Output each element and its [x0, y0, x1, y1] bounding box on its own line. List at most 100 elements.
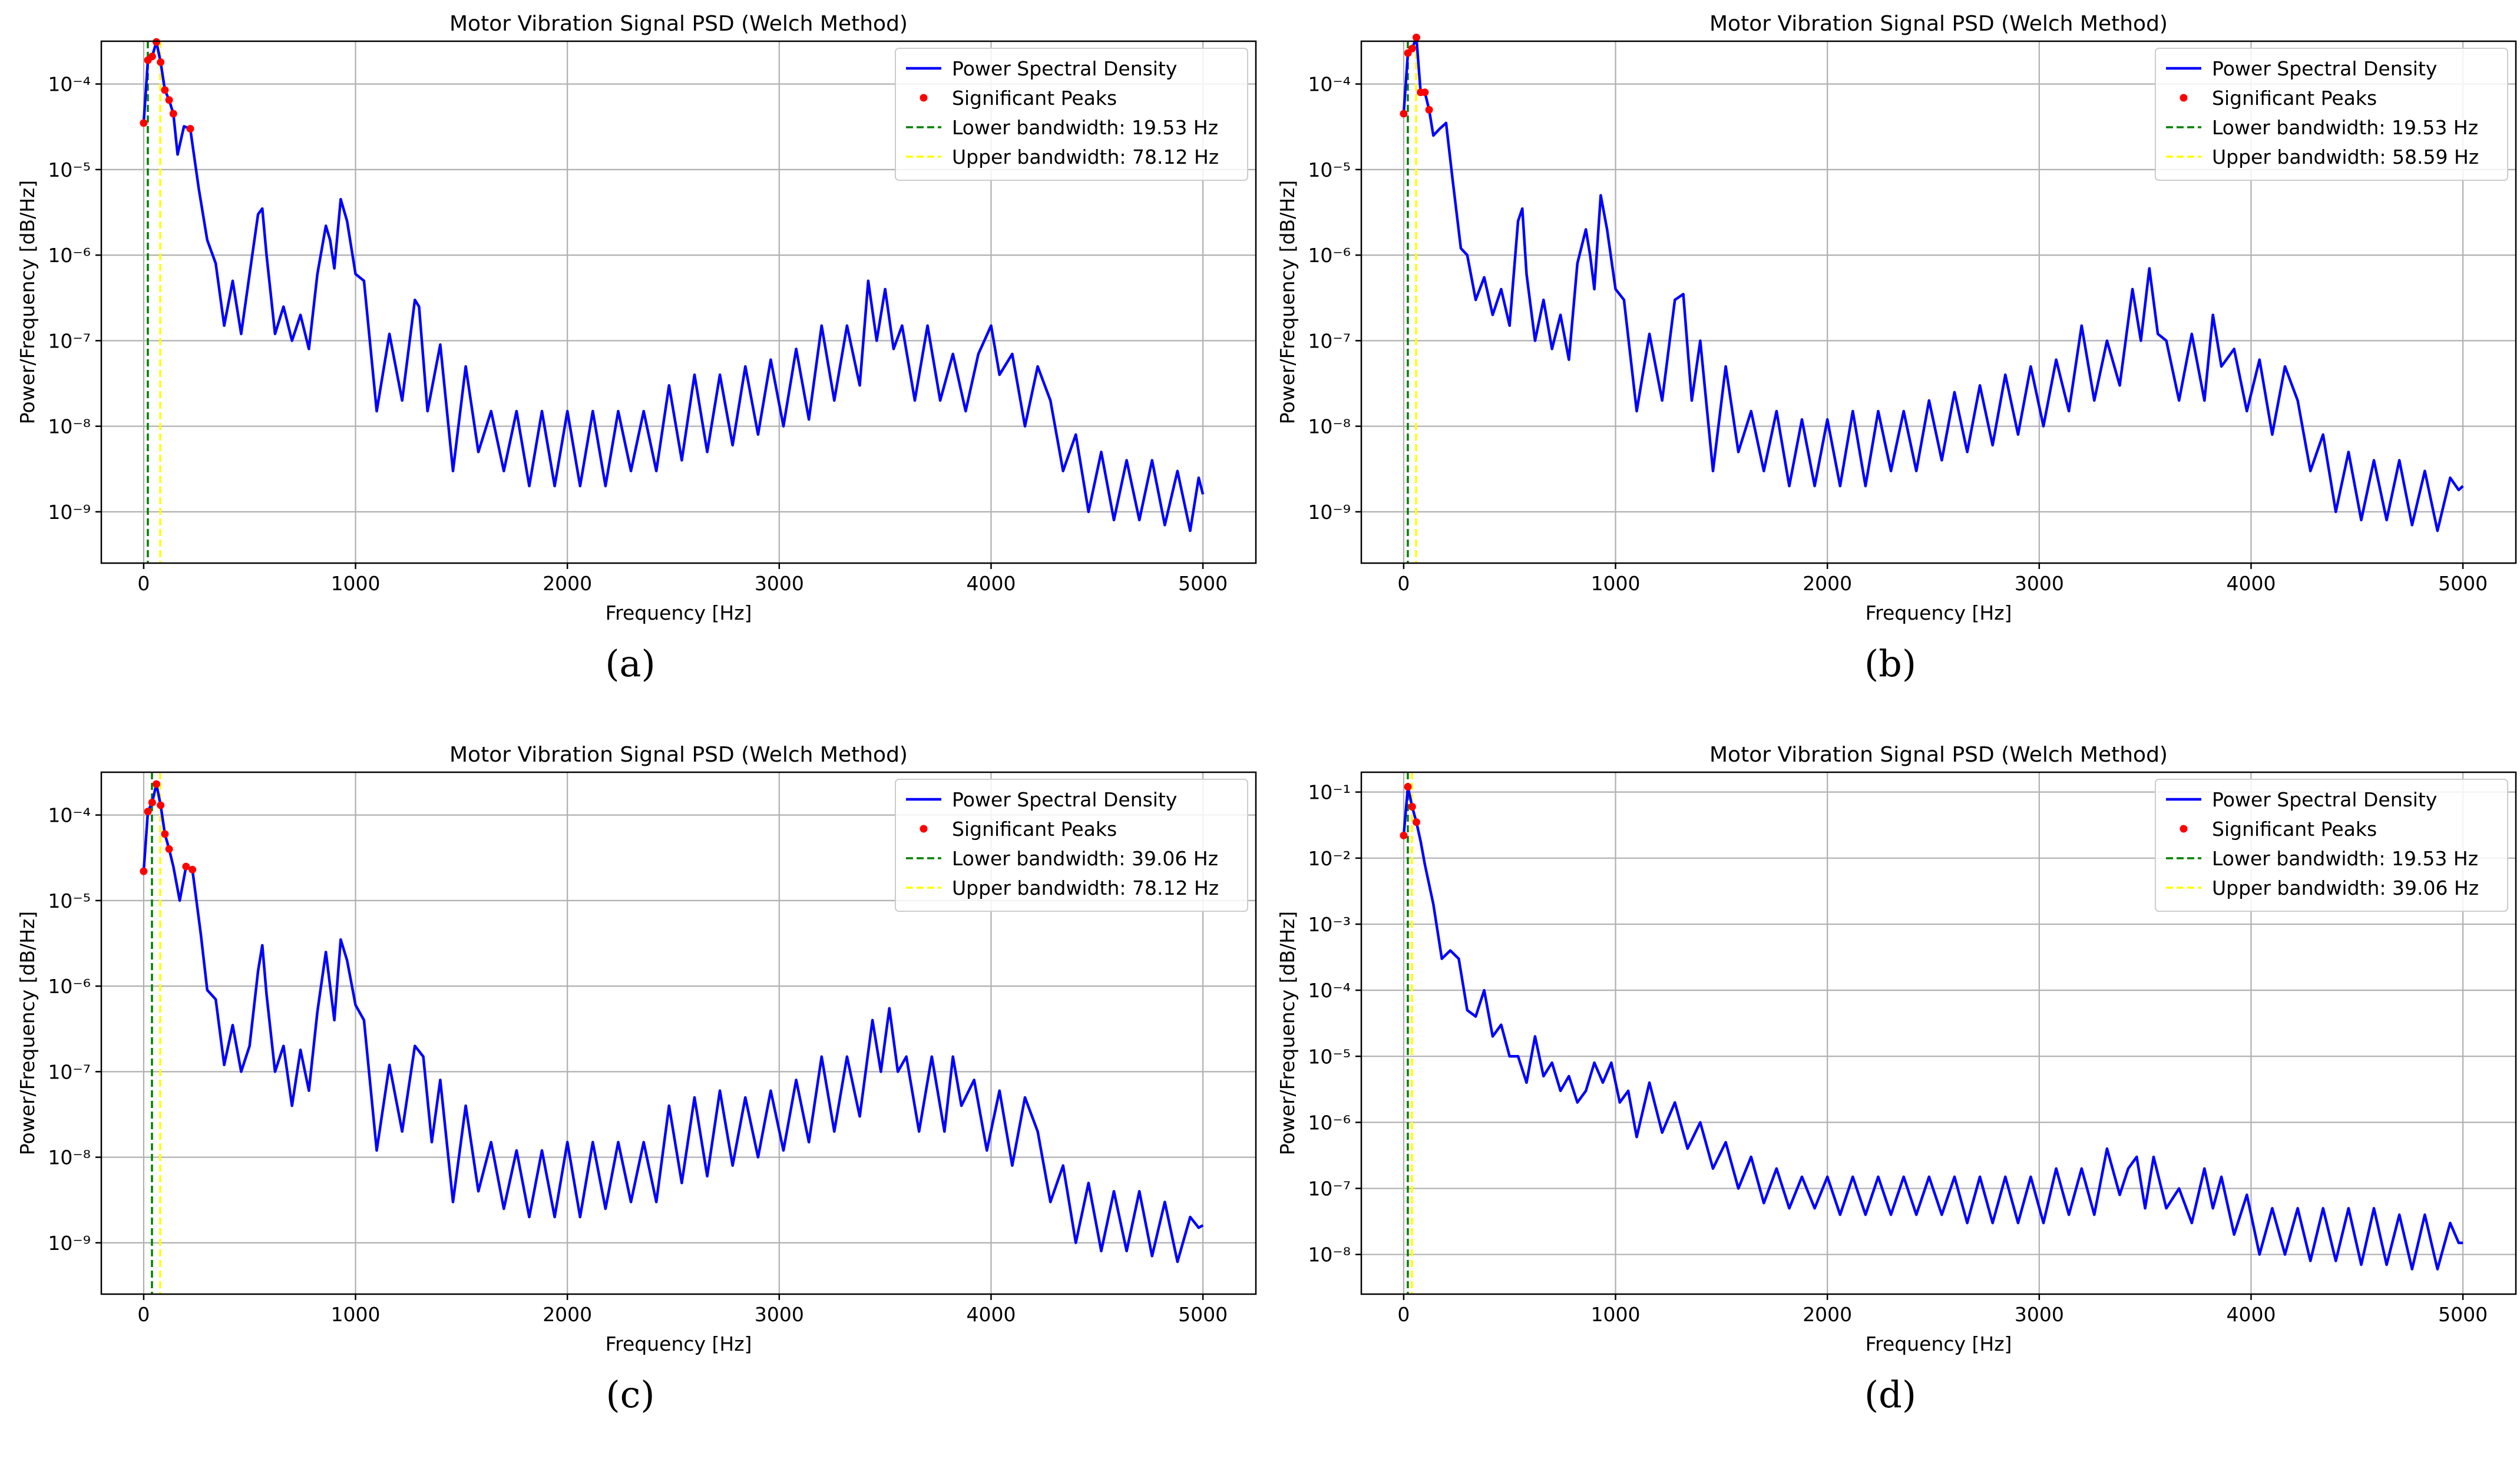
- chart-panel-d: 0 1000 2000 3000 4000 5000 10⁻¹ 10⁻² 10⁻³ 10⁻⁴ 10⁻…: [1260, 731, 2520, 1462]
- x-tick-label: 4000: [2226, 1303, 2276, 1326]
- significant-peak-point: [1425, 105, 1433, 114]
- significant-peak-point: [1421, 88, 1429, 97]
- x-tick-label: 5000: [2438, 1303, 2488, 1326]
- significant-peak-point: [165, 845, 173, 853]
- y-tick-label: 10⁻⁷: [48, 1060, 91, 1083]
- legend-box: [895, 48, 1248, 181]
- y-tick-label: 10⁻⁹: [48, 501, 91, 524]
- x-tick-label: 0: [1397, 572, 1410, 595]
- axes-frame: [1360, 40, 2517, 564]
- legend-upper-bandwidth-label: Upper bandwidth: 39.06 Hz: [2212, 876, 2479, 899]
- y-tick-label: 10⁻⁴: [48, 73, 91, 96]
- y-tick-label: 10⁻⁴: [1308, 73, 1351, 96]
- x-tick-label: 5000: [1178, 572, 1228, 595]
- chart-svg-d: 0 1000 2000 3000 4000 5000 10⁻¹ 10⁻² 10⁻³ 10⁻⁴ 10⁻…: [1276, 743, 2517, 1355]
- x-tick-label: 3000: [755, 1303, 804, 1326]
- legend: Power Spectral Density Significant Peaks L…: [895, 48, 1248, 181]
- y-tick-label: 10⁻⁵: [1308, 158, 1351, 181]
- y-tick-label: 10⁻¹: [1308, 781, 1351, 804]
- axes-frame: [100, 40, 1257, 564]
- significant-peak-point: [1408, 44, 1416, 52]
- x-tick-label: 3000: [755, 572, 804, 595]
- x-tick-label: 0: [1397, 1303, 1410, 1326]
- x-tick-label: 0: [137, 1303, 150, 1326]
- y-axis-label: Power/Frequency [dB/Hz]: [1276, 911, 1299, 1155]
- chart-panel-a: 0 1000 2000 3000 4000 5000 10⁻⁴ 10⁻⁵ 10⁻⁶ 10⁻⁷ 10⁻…: [0, 0, 1260, 731]
- significant-peak-point: [186, 125, 194, 133]
- significant-peak-point: [161, 86, 169, 94]
- y-tick-label: 10⁻³: [1308, 913, 1351, 936]
- legend-peaks-label: Significant Peaks: [2212, 818, 2377, 841]
- y-tick-label: 10⁻⁴: [1308, 979, 1351, 1002]
- legend-lower-bandwidth-label: Lower bandwidth: 19.53 Hz: [2212, 847, 2478, 870]
- y-tick-label: 10⁻⁸: [1308, 415, 1351, 438]
- x-axis-label: Frequency [Hz]: [1866, 601, 2012, 624]
- y-tick-label: 10⁻⁶: [1308, 244, 1351, 267]
- y-tick-label: 10⁻⁶: [1308, 1111, 1351, 1134]
- significant-peak-point: [148, 798, 156, 806]
- legend-peaks-marker: [2180, 825, 2188, 833]
- legend-lower-bandwidth-label: Lower bandwidth: 19.53 Hz: [952, 116, 1218, 139]
- y-tick-label: 10⁻⁸: [48, 1146, 91, 1169]
- legend-peaks-marker: [2180, 94, 2188, 102]
- chart-panel-b: 0 1000 2000 3000 4000 5000 10⁻⁴ 10⁻⁵ 10⁻⁶ 10⁻⁷ 10⁻…: [1260, 0, 2520, 731]
- y-tick-label: 10⁻⁷: [1308, 329, 1351, 352]
- significant-peak-point: [1400, 831, 1408, 839]
- y-tick-label: 10⁻⁵: [1308, 1045, 1351, 1068]
- y-tick-label: 10⁻⁴: [48, 804, 91, 827]
- y-tick-label: 10⁻⁶: [48, 244, 91, 267]
- significant-peak-point: [148, 52, 156, 61]
- axes-frame: [1360, 771, 2517, 1295]
- x-axis-label: Frequency [Hz]: [606, 1332, 752, 1355]
- x-tick-label: 4000: [966, 1303, 1016, 1326]
- subfigure-label: (a): [605, 642, 656, 685]
- legend-peaks-label: Significant Peaks: [952, 818, 1117, 841]
- significant-peak-point: [1404, 783, 1412, 791]
- significant-peak-point: [161, 830, 169, 838]
- y-axis-label: Power/Frequency [dB/Hz]: [1276, 180, 1299, 424]
- axes-frame: [100, 771, 1257, 1295]
- legend-psd-label: Power Spectral Density: [952, 57, 1177, 80]
- y-tick-label: 10⁻⁹: [48, 1232, 91, 1255]
- chart-title: Motor Vibration Signal PSD (Welch Method…: [449, 743, 908, 767]
- y-tick-label: 10⁻⁸: [1308, 1243, 1351, 1266]
- peaks-group: [140, 38, 194, 133]
- y-tick-label: 10⁻²: [1308, 847, 1351, 870]
- x-tick-label: 2000: [1803, 572, 1852, 595]
- peaks-group: [1400, 34, 1433, 118]
- x-tick-label: 1000: [1591, 1303, 1641, 1326]
- y-tick-label: 10⁻⁷: [1308, 1177, 1351, 1200]
- legend-box: [2155, 779, 2508, 912]
- chart-svg-c: 0 1000 2000 3000 4000 5000 10⁻⁴ 10⁻⁵ 10⁻⁶ 10⁻⁷ 10⁻…: [16, 743, 1257, 1355]
- x-tick-label: 1000: [1591, 572, 1641, 595]
- significant-peak-point: [1413, 818, 1421, 826]
- psd-series-line: [1402, 41, 2464, 532]
- x-tick-label: 3000: [2015, 572, 2064, 595]
- subfigure-label: (b): [1864, 642, 1917, 685]
- y-tick-label: 10⁻⁵: [48, 158, 91, 181]
- x-tick-label: 0: [137, 572, 150, 595]
- legend-psd-label: Power Spectral Density: [2212, 57, 2437, 80]
- chart-title: Motor Vibration Signal PSD (Welch Method…: [449, 12, 908, 36]
- legend-box: [895, 779, 1248, 912]
- legend-upper-bandwidth-label: Upper bandwidth: 78.12 Hz: [952, 145, 1219, 168]
- psd-series-line: [1402, 785, 2463, 1271]
- legend: Power Spectral Density Significant Peaks L…: [895, 779, 1248, 912]
- chart-title: Motor Vibration Signal PSD (Welch Method…: [1709, 12, 2168, 36]
- y-tick-label: 10⁻⁵: [48, 889, 91, 912]
- x-tick-label: 2000: [1803, 1303, 1852, 1326]
- legend-psd-label: Power Spectral Density: [952, 788, 1177, 811]
- x-tick-label: 2000: [543, 1303, 592, 1326]
- legend-peaks-marker: [920, 94, 928, 102]
- significant-peak-point: [140, 119, 148, 127]
- chart-svg-a: 0 1000 2000 3000 4000 5000 10⁻⁴ 10⁻⁵ 10⁻⁶ 10⁻⁷ 10⁻…: [16, 12, 1257, 624]
- x-tick-label: 1000: [331, 1303, 381, 1326]
- y-tick-label: 10⁻⁶: [48, 975, 91, 998]
- significant-peak-point: [157, 58, 165, 67]
- legend-box: [2155, 48, 2508, 181]
- y-tick-label: 10⁻⁹: [1308, 501, 1351, 524]
- x-tick-label: 1000: [331, 572, 381, 595]
- y-axis-label: Power/Frequency [dB/Hz]: [16, 911, 39, 1155]
- x-axis-label: Frequency [Hz]: [1866, 1332, 2012, 1355]
- y-axis-label: Power/Frequency [dB/Hz]: [16, 180, 39, 424]
